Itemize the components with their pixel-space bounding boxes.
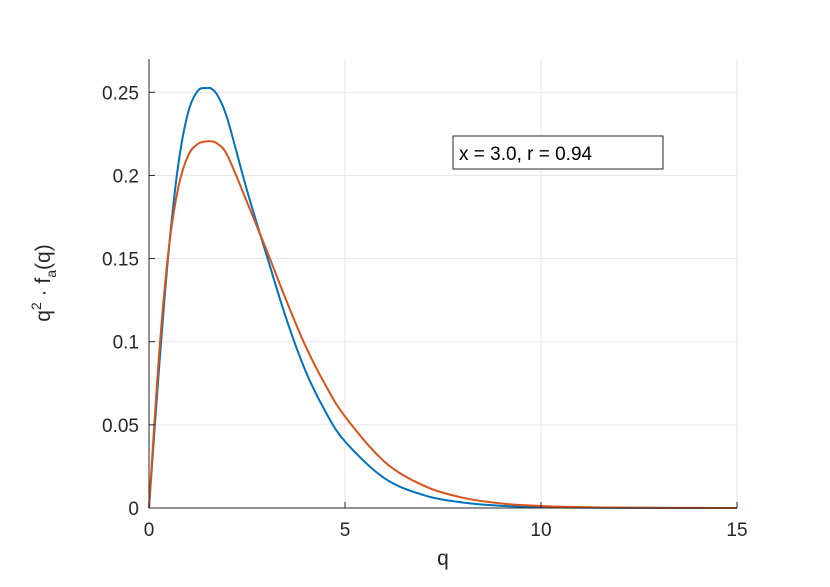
y-tick-label: 0.05	[102, 416, 139, 437]
tick-marks	[148, 91, 738, 509]
plot-area	[149, 59, 737, 508]
x-tick-label: 15	[726, 520, 747, 541]
y-tick-label: 0.2	[113, 166, 139, 187]
y-tick-label: 0.1	[113, 333, 139, 354]
x-tick-labels: 0 5 10 15	[144, 520, 748, 541]
x-tick-label: 5	[340, 520, 351, 541]
axes	[148, 59, 737, 509]
y-tick-label: 0	[128, 499, 139, 520]
annotation-box: x = 3.0, r = 0.94	[452, 135, 664, 170]
x-tick-label: 0	[144, 520, 155, 541]
series-line-2	[148, 140, 738, 509]
y-tick-label: 0.15	[102, 250, 139, 271]
annotation-text: x = 3.0, r = 0.94	[459, 144, 593, 165]
y-tick-labels: 0 0.05 0.1 0.15 0.2 0.25	[102, 83, 139, 520]
grid-lines	[148, 59, 738, 509]
x-axis-label: q	[437, 547, 449, 570]
y-tick-label: 0.25	[102, 83, 139, 104]
x-tick-label: 10	[530, 520, 551, 541]
y-axis-label: q2 · fa(q)	[28, 244, 59, 321]
